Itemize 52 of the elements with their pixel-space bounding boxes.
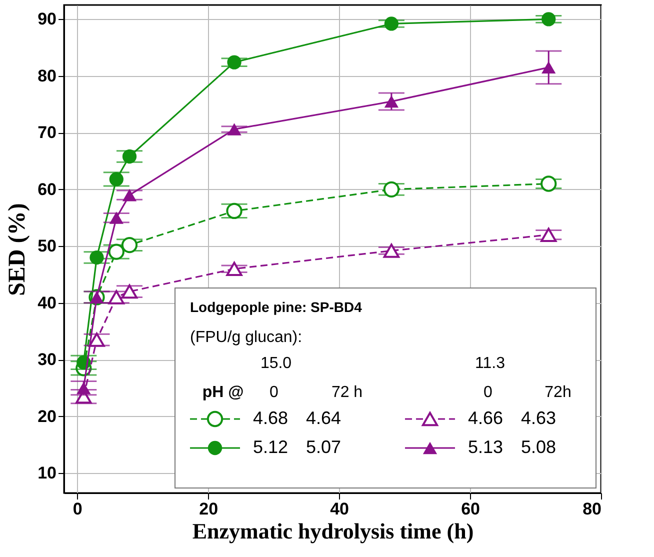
point: [76, 382, 91, 394]
point: [109, 212, 124, 224]
annotation: 15.0: [260, 355, 292, 372]
point: [122, 149, 137, 164]
point: [542, 61, 556, 74]
legend-label: 5.13 5.08: [468, 437, 556, 457]
y-tick-label: 90: [38, 10, 56, 29]
point: [88, 332, 105, 347]
point: [383, 244, 400, 258]
point: [540, 228, 557, 242]
point: [90, 250, 104, 265]
x-axis-title: Enzymatic hydrolysis time (h): [192, 518, 474, 544]
x-tick-label: 0: [72, 500, 82, 518]
y-tick-label: 40: [38, 293, 56, 312]
y-tick-label: 70: [38, 123, 56, 142]
point: [540, 176, 557, 192]
y-tick-label: 10: [38, 464, 56, 483]
legend-title: Lodgepople pine: SP-BD4: [190, 299, 362, 315]
point: [122, 188, 137, 202]
annotation: (FPU/g glucan):: [190, 329, 302, 346]
point: [384, 95, 399, 108]
point: [384, 16, 399, 31]
annotation: 0: [484, 384, 493, 401]
point: [542, 12, 556, 26]
y-tick-label: 50: [38, 236, 56, 256]
y-tick-label: 80: [38, 66, 56, 86]
x-tick-label: 20: [199, 500, 218, 518]
x-tick-label: 80: [582, 500, 602, 518]
annotation: 72h: [544, 384, 572, 401]
point: [108, 290, 124, 304]
point: [226, 262, 242, 276]
y-tick-label: 20: [38, 406, 56, 426]
annotation: 72 h: [331, 384, 363, 401]
x-tick-label: 40: [330, 500, 350, 518]
point: [227, 55, 242, 70]
point: [121, 236, 138, 254]
point: [108, 244, 124, 260]
y-tick-label: 30: [38, 350, 56, 370]
point: [226, 202, 242, 220]
annotation: pH @: [202, 384, 244, 401]
x-tick-label: 60: [461, 500, 480, 518]
legend-label: 5.12 5.07: [253, 437, 342, 457]
y-axis-title: SED (%): [4, 203, 31, 296]
point: [227, 123, 242, 136]
point: [109, 172, 124, 186]
y-tick-label: 60: [38, 180, 56, 199]
annotation: 0: [270, 384, 279, 401]
legend-label: 4.68 4.64: [253, 408, 342, 428]
point: [383, 181, 400, 198]
annotation: 11.3: [475, 355, 506, 372]
legend-label: 4.66 4.63: [468, 408, 556, 428]
point: [121, 284, 138, 299]
